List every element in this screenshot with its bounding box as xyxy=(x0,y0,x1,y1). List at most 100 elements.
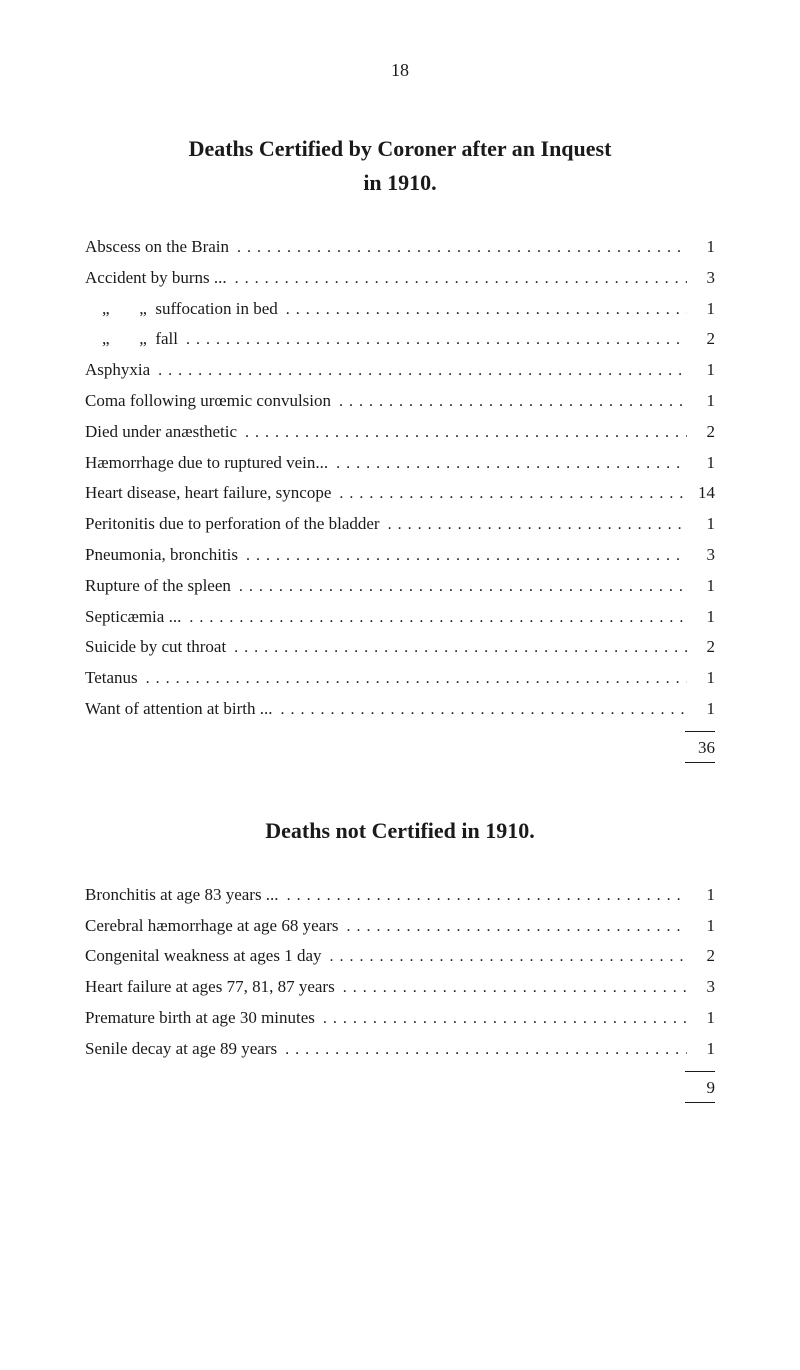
entry-dots: ........................................… xyxy=(178,328,687,353)
entry-value: 1 xyxy=(687,604,715,630)
entry-row: Pneumonia, bronchitis...................… xyxy=(85,542,715,569)
entry-value: 1 xyxy=(687,234,715,260)
entry-dots: ........................................… xyxy=(322,945,687,970)
section1-total-rule-top xyxy=(685,731,715,732)
entry-dots: ........................................… xyxy=(338,915,687,940)
entry-label: Coma following urœmic convulsion xyxy=(85,388,331,414)
entry-label: Premature birth at age 30 minutes xyxy=(85,1005,315,1031)
entry-row: Heart failure at ages 77, 81, 87 years..… xyxy=(85,974,715,1001)
entry-value: 1 xyxy=(687,296,715,322)
section2-total-value: 9 xyxy=(687,1078,715,1098)
entry-dots: ........................................… xyxy=(227,267,687,292)
entry-label: Abscess on the Brain xyxy=(85,234,229,260)
entry-dots: ........................................… xyxy=(279,884,687,909)
entry-row: Heart disease, heart failure, syncope...… xyxy=(85,480,715,507)
entry-row: Congenital weakness at ages 1 day.......… xyxy=(85,943,715,970)
entry-label: Cerebral hæmorrhage at age 68 years xyxy=(85,913,338,939)
section1-entries: Abscess on the Brain....................… xyxy=(85,234,715,723)
entry-label: Senile decay at age 89 years xyxy=(85,1036,277,1062)
entry-dots: ........................................… xyxy=(331,390,687,415)
entry-dots: ........................................… xyxy=(226,636,687,661)
entry-value: 1 xyxy=(687,573,715,599)
entry-row: Suicide by cut throat...................… xyxy=(85,634,715,661)
entry-row: „ „ fall................................… xyxy=(85,326,715,353)
entry-value: 1 xyxy=(687,388,715,414)
entry-label: Peritonitis due to perforation of the bl… xyxy=(85,511,380,537)
section1-total-value: 36 xyxy=(687,738,715,758)
entry-value: 1 xyxy=(687,913,715,939)
entry-value: 1 xyxy=(687,882,715,908)
entry-value: 2 xyxy=(687,943,715,969)
entry-dots: ........................................… xyxy=(315,1007,687,1032)
entry-dots: ........................................… xyxy=(229,236,687,261)
entry-dots: ........................................… xyxy=(238,544,687,569)
entry-value: 1 xyxy=(687,665,715,691)
entry-value: 14 xyxy=(687,480,715,506)
entry-dots: ........................................… xyxy=(278,298,687,323)
entry-row: Asphyxia................................… xyxy=(85,357,715,384)
section2-entries: Bronchitis at age 83 years .............… xyxy=(85,882,715,1063)
entry-value: 3 xyxy=(687,974,715,1000)
entry-row: Rupture of the spleen...................… xyxy=(85,573,715,600)
entry-dots: ........................................… xyxy=(272,698,687,723)
entry-label: Rupture of the spleen xyxy=(85,573,231,599)
entry-dots: ........................................… xyxy=(335,976,687,1001)
entry-row: Accident by burns ......................… xyxy=(85,265,715,292)
entry-value: 1 xyxy=(687,696,715,722)
section1-total-row: 36 xyxy=(85,738,715,758)
entry-label: Congenital weakness at ages 1 day xyxy=(85,943,322,969)
section2-total-rule-top xyxy=(685,1071,715,1072)
entry-value: 1 xyxy=(687,1036,715,1062)
entry-value: 3 xyxy=(687,542,715,568)
entry-value: 3 xyxy=(687,265,715,291)
entry-label: Suicide by cut throat xyxy=(85,634,226,660)
entry-row: Septicæmia .............................… xyxy=(85,604,715,631)
entry-value: 1 xyxy=(687,511,715,537)
entry-label: „ „ fall xyxy=(85,326,178,352)
entry-label: Heart disease, heart failure, syncope xyxy=(85,480,331,506)
entry-dots: ........................................… xyxy=(138,667,687,692)
entry-row: Cerebral hæmorrhage at age 68 years.....… xyxy=(85,913,715,940)
entry-label: Asphyxia xyxy=(85,357,150,383)
entry-dots: ........................................… xyxy=(277,1038,687,1063)
entry-label: „ „ suffocation in bed xyxy=(85,296,278,322)
entry-label: Want of attention at birth ... xyxy=(85,696,272,722)
entry-dots: ........................................… xyxy=(231,575,687,600)
entry-value: 2 xyxy=(687,419,715,445)
entry-row: Died under anæsthetic...................… xyxy=(85,419,715,446)
entry-row: „ „ suffocation in bed..................… xyxy=(85,296,715,323)
entry-label: Accident by burns ... xyxy=(85,265,227,291)
entry-value: 1 xyxy=(687,357,715,383)
section2-title: Deaths not Certified in 1910. xyxy=(85,818,715,844)
section2-total-rule-bottom xyxy=(685,1102,715,1103)
entry-label: Died under anæsthetic xyxy=(85,419,237,445)
entry-row: Want of attention at birth .............… xyxy=(85,696,715,723)
entry-label: Hæmorrhage due to ruptured vein... xyxy=(85,450,328,476)
entry-row: Hæmorrhage due to ruptured vein.........… xyxy=(85,450,715,477)
entry-row: Abscess on the Brain....................… xyxy=(85,234,715,261)
entry-label: Heart failure at ages 77, 81, 87 years xyxy=(85,974,335,1000)
entry-label: Septicæmia ... xyxy=(85,604,181,630)
entry-row: Tetanus.................................… xyxy=(85,665,715,692)
entry-value: 2 xyxy=(687,634,715,660)
entry-dots: ........................................… xyxy=(380,513,687,538)
entry-row: Peritonitis due to perforation of the bl… xyxy=(85,511,715,538)
section1-title-line2: in 1910. xyxy=(85,170,715,196)
entry-value: 1 xyxy=(687,450,715,476)
page-number: 18 xyxy=(85,60,715,81)
section1-title-line1: Deaths Certified by Coroner after an Inq… xyxy=(85,136,715,162)
entry-dots: ........................................… xyxy=(331,482,687,507)
entry-dots: ........................................… xyxy=(237,421,687,446)
entry-label: Pneumonia, bronchitis xyxy=(85,542,238,568)
section2-total-row: 9 xyxy=(85,1078,715,1098)
entry-row: Premature birth at age 30 minutes.......… xyxy=(85,1005,715,1032)
entry-dots: ........................................… xyxy=(328,452,687,477)
entry-dots: ........................................… xyxy=(181,606,687,631)
entry-dots: ........................................… xyxy=(150,359,687,384)
entry-row: Bronchitis at age 83 years .............… xyxy=(85,882,715,909)
entry-row: Senile decay at age 89 years............… xyxy=(85,1036,715,1063)
entry-value: 1 xyxy=(687,1005,715,1031)
entry-row: Coma following urœmic convulsion........… xyxy=(85,388,715,415)
entry-label: Tetanus xyxy=(85,665,138,691)
entry-label: Bronchitis at age 83 years ... xyxy=(85,882,279,908)
